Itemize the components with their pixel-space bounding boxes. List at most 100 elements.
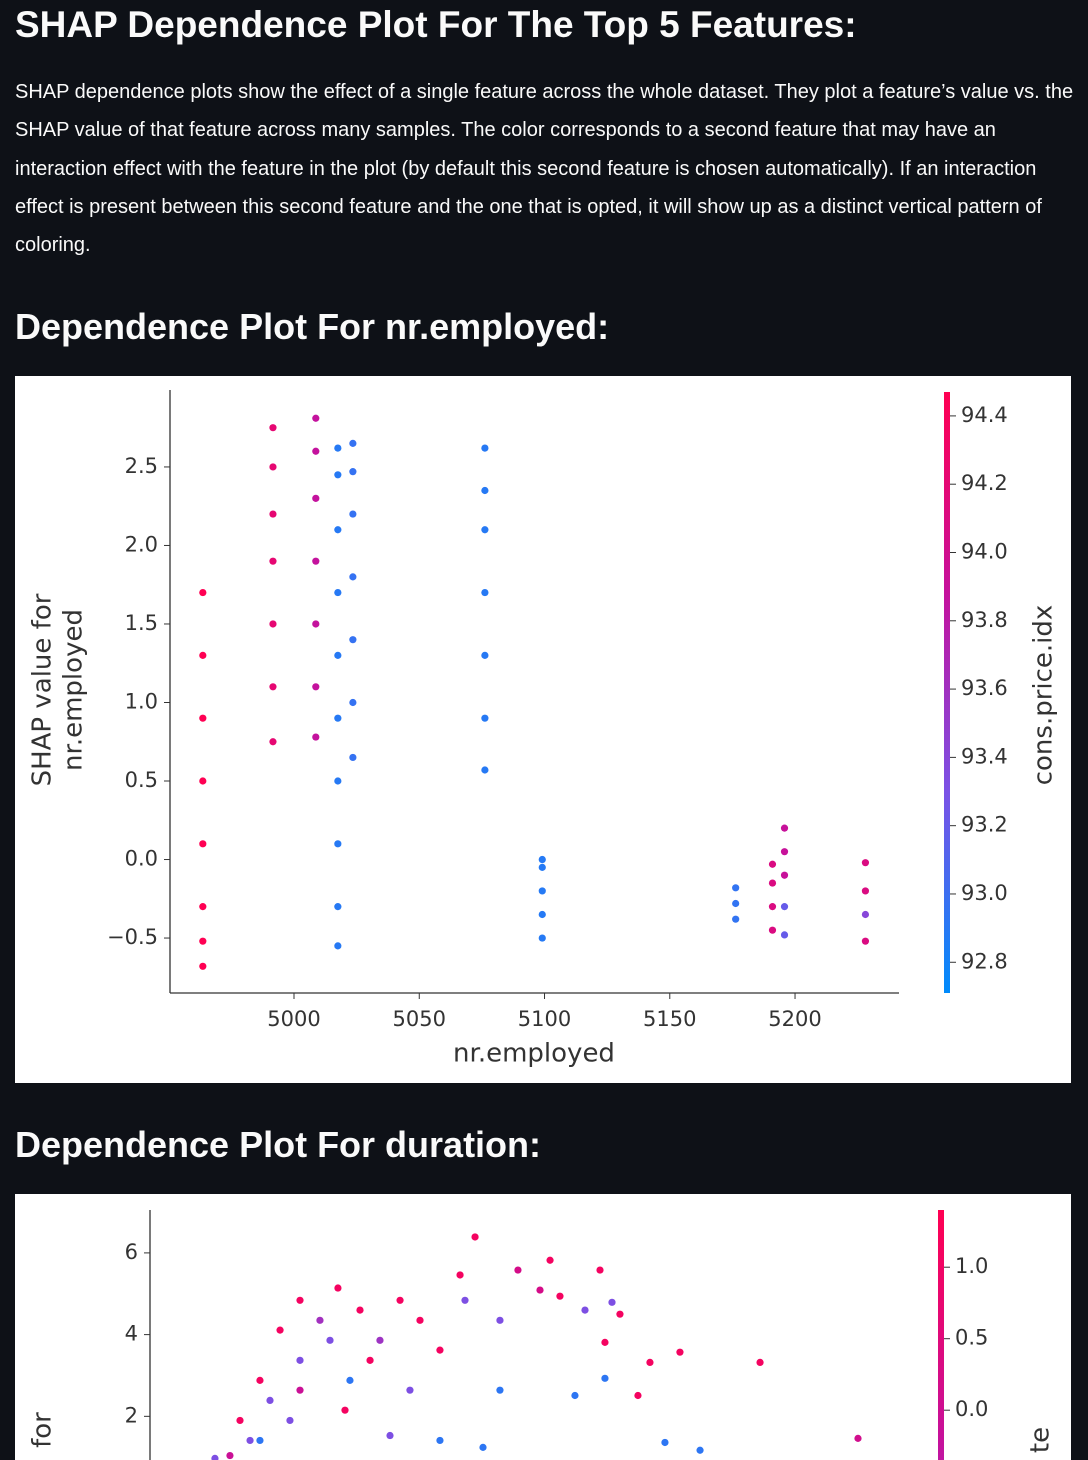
x-tick-label: 5100 <box>518 1007 571 1031</box>
point <box>334 714 342 722</box>
y-tick-label: 2 <box>125 1403 138 1427</box>
point <box>334 840 342 848</box>
point <box>556 1292 564 1300</box>
x-axis-label: nr.employed <box>453 1039 615 1069</box>
point <box>334 588 342 597</box>
point <box>601 1338 609 1346</box>
x-tick-label: 5000 <box>267 1007 320 1031</box>
point <box>514 1266 522 1274</box>
point <box>366 1356 374 1364</box>
colorbar-label: te <box>1026 1427 1056 1453</box>
point <box>199 588 207 597</box>
point <box>481 486 489 495</box>
point <box>269 557 277 565</box>
point <box>286 1416 294 1425</box>
point <box>780 848 789 856</box>
section-heading: Dependence Plot For nr.employed: <box>15 306 610 347</box>
point <box>481 714 489 722</box>
point <box>349 636 357 644</box>
y-axis-label: SHAP value for <box>28 593 58 786</box>
y-axis-label: nr.employed <box>59 609 89 771</box>
x-tick-label: 5150 <box>643 1007 696 1031</box>
point <box>236 1416 244 1425</box>
point <box>396 1296 404 1304</box>
y-tick-label: −0.5 <box>107 925 158 949</box>
point <box>199 903 207 911</box>
point <box>386 1431 394 1440</box>
point <box>349 510 357 518</box>
colorbar-label: cons.price.idx <box>1029 605 1059 786</box>
point <box>316 1316 324 1324</box>
page-title: SHAP Dependence Plot For The Top 5 Featu… <box>15 4 857 45</box>
colorbar-tick-label: 93.8 <box>961 608 1008 632</box>
point <box>634 1391 642 1400</box>
point <box>199 840 207 848</box>
point <box>732 915 740 923</box>
point <box>461 1296 469 1304</box>
colorbar-tick-label: 94.2 <box>961 471 1008 495</box>
colorbar-tick-label: 93.4 <box>961 744 1008 768</box>
point <box>266 1396 274 1404</box>
point <box>406 1386 414 1394</box>
colorbar-tick-label: 0.5 <box>955 1326 988 1350</box>
point <box>481 651 489 659</box>
colorbar-tick-label: 1.0 <box>955 1254 988 1278</box>
point <box>346 1376 354 1384</box>
point <box>661 1438 669 1447</box>
section-heading: Dependence Plot For duration: <box>15 1124 542 1165</box>
point <box>479 1443 487 1451</box>
point <box>256 1376 264 1384</box>
point <box>341 1406 349 1414</box>
point <box>349 468 357 476</box>
point <box>471 1233 479 1241</box>
point <box>334 471 342 479</box>
y-tick-label: 4 <box>125 1322 138 1346</box>
point <box>269 738 277 746</box>
point <box>861 910 870 919</box>
chart: for te 2 4 6 0.0 0.5 1.0 <box>28 1210 1056 1460</box>
point <box>416 1316 424 1324</box>
colorbar-tick-label: 93.6 <box>961 676 1008 700</box>
point <box>211 1454 219 1460</box>
x-tick-label: 5050 <box>393 1007 446 1031</box>
colorbar-tick-label: 94.4 <box>961 403 1008 427</box>
point <box>538 910 546 919</box>
y-tick-label: 1.0 <box>125 689 158 713</box>
point <box>756 1358 764 1366</box>
point <box>199 651 207 659</box>
y-tick-label: 0.0 <box>125 847 158 871</box>
point <box>601 1374 609 1382</box>
description: SHAP dependence plots show the effect of… <box>15 81 1074 257</box>
point <box>696 1446 704 1454</box>
point <box>646 1358 654 1366</box>
point <box>269 620 277 628</box>
y-tick-label: 2.0 <box>125 532 158 556</box>
point <box>269 683 277 691</box>
point <box>269 510 277 518</box>
point <box>246 1436 254 1445</box>
chart: nr.employed SHAP value for nr.employed c… <box>28 390 1059 1069</box>
point <box>546 1256 554 1264</box>
point <box>481 526 489 534</box>
chart-card: for te 2 4 6 0.0 0.5 1.0 <box>15 1194 1071 1460</box>
point <box>349 698 357 707</box>
point <box>199 777 207 785</box>
point <box>768 879 777 887</box>
point <box>536 1286 544 1294</box>
point <box>349 439 357 447</box>
point <box>296 1296 304 1304</box>
point <box>436 1346 444 1354</box>
point <box>312 683 320 691</box>
point <box>256 1436 264 1445</box>
point <box>334 942 342 950</box>
point <box>326 1336 334 1344</box>
point <box>269 424 277 432</box>
colorbar-tick-label: 93.0 <box>961 881 1008 905</box>
point <box>334 651 342 659</box>
point <box>538 855 546 864</box>
point <box>356 1306 364 1314</box>
point <box>861 887 870 895</box>
point <box>780 903 789 911</box>
point <box>334 526 342 534</box>
colorbar-tick-label: 92.8 <box>961 949 1008 973</box>
